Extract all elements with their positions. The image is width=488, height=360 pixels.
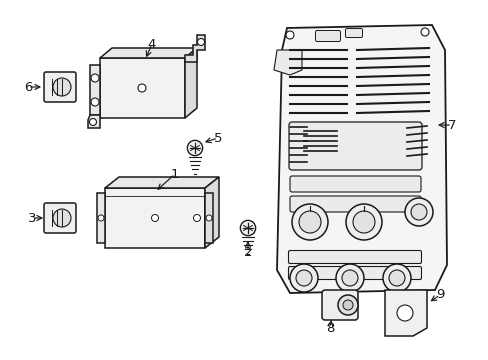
Circle shape (342, 300, 352, 310)
Polygon shape (100, 58, 184, 118)
Polygon shape (100, 48, 197, 58)
Circle shape (193, 215, 200, 221)
FancyBboxPatch shape (345, 28, 362, 37)
Polygon shape (384, 290, 426, 336)
Circle shape (91, 98, 99, 106)
FancyBboxPatch shape (289, 196, 420, 212)
FancyBboxPatch shape (289, 176, 420, 192)
Circle shape (151, 215, 158, 221)
Circle shape (89, 118, 96, 126)
FancyBboxPatch shape (288, 251, 421, 264)
Circle shape (53, 209, 71, 227)
Text: 4: 4 (147, 37, 156, 50)
Circle shape (410, 204, 426, 220)
Circle shape (337, 295, 357, 315)
Circle shape (240, 220, 255, 236)
Polygon shape (276, 25, 446, 293)
Circle shape (346, 204, 381, 240)
Circle shape (388, 270, 404, 286)
Circle shape (298, 211, 320, 233)
Circle shape (404, 198, 432, 226)
Text: 6: 6 (24, 81, 32, 94)
Text: 8: 8 (325, 321, 333, 334)
Text: 7: 7 (447, 118, 455, 131)
Polygon shape (273, 50, 302, 75)
Circle shape (341, 270, 357, 286)
Polygon shape (88, 115, 100, 128)
Text: 3: 3 (28, 212, 36, 225)
Polygon shape (184, 48, 197, 118)
Circle shape (197, 39, 204, 45)
Circle shape (285, 31, 293, 39)
FancyBboxPatch shape (44, 203, 76, 233)
Circle shape (295, 270, 311, 286)
Circle shape (335, 264, 363, 292)
Circle shape (53, 78, 71, 96)
Polygon shape (90, 65, 100, 115)
FancyBboxPatch shape (44, 72, 76, 102)
FancyBboxPatch shape (315, 31, 340, 41)
Text: 2: 2 (243, 246, 252, 258)
FancyBboxPatch shape (288, 266, 421, 279)
Circle shape (396, 305, 412, 321)
Circle shape (352, 211, 374, 233)
Circle shape (420, 28, 428, 36)
Polygon shape (105, 188, 204, 248)
Circle shape (138, 84, 146, 92)
FancyBboxPatch shape (288, 122, 421, 170)
Polygon shape (204, 193, 213, 243)
Circle shape (205, 215, 212, 221)
Text: 5: 5 (213, 131, 222, 144)
Circle shape (98, 215, 104, 221)
Polygon shape (105, 177, 219, 188)
FancyBboxPatch shape (321, 290, 357, 320)
Circle shape (291, 204, 327, 240)
Circle shape (382, 264, 410, 292)
Circle shape (187, 140, 202, 156)
Circle shape (289, 264, 317, 292)
Polygon shape (204, 177, 219, 248)
Circle shape (91, 74, 99, 82)
Text: 9: 9 (435, 288, 443, 302)
Text: 1: 1 (170, 167, 179, 180)
Polygon shape (184, 35, 204, 62)
Polygon shape (97, 193, 105, 243)
